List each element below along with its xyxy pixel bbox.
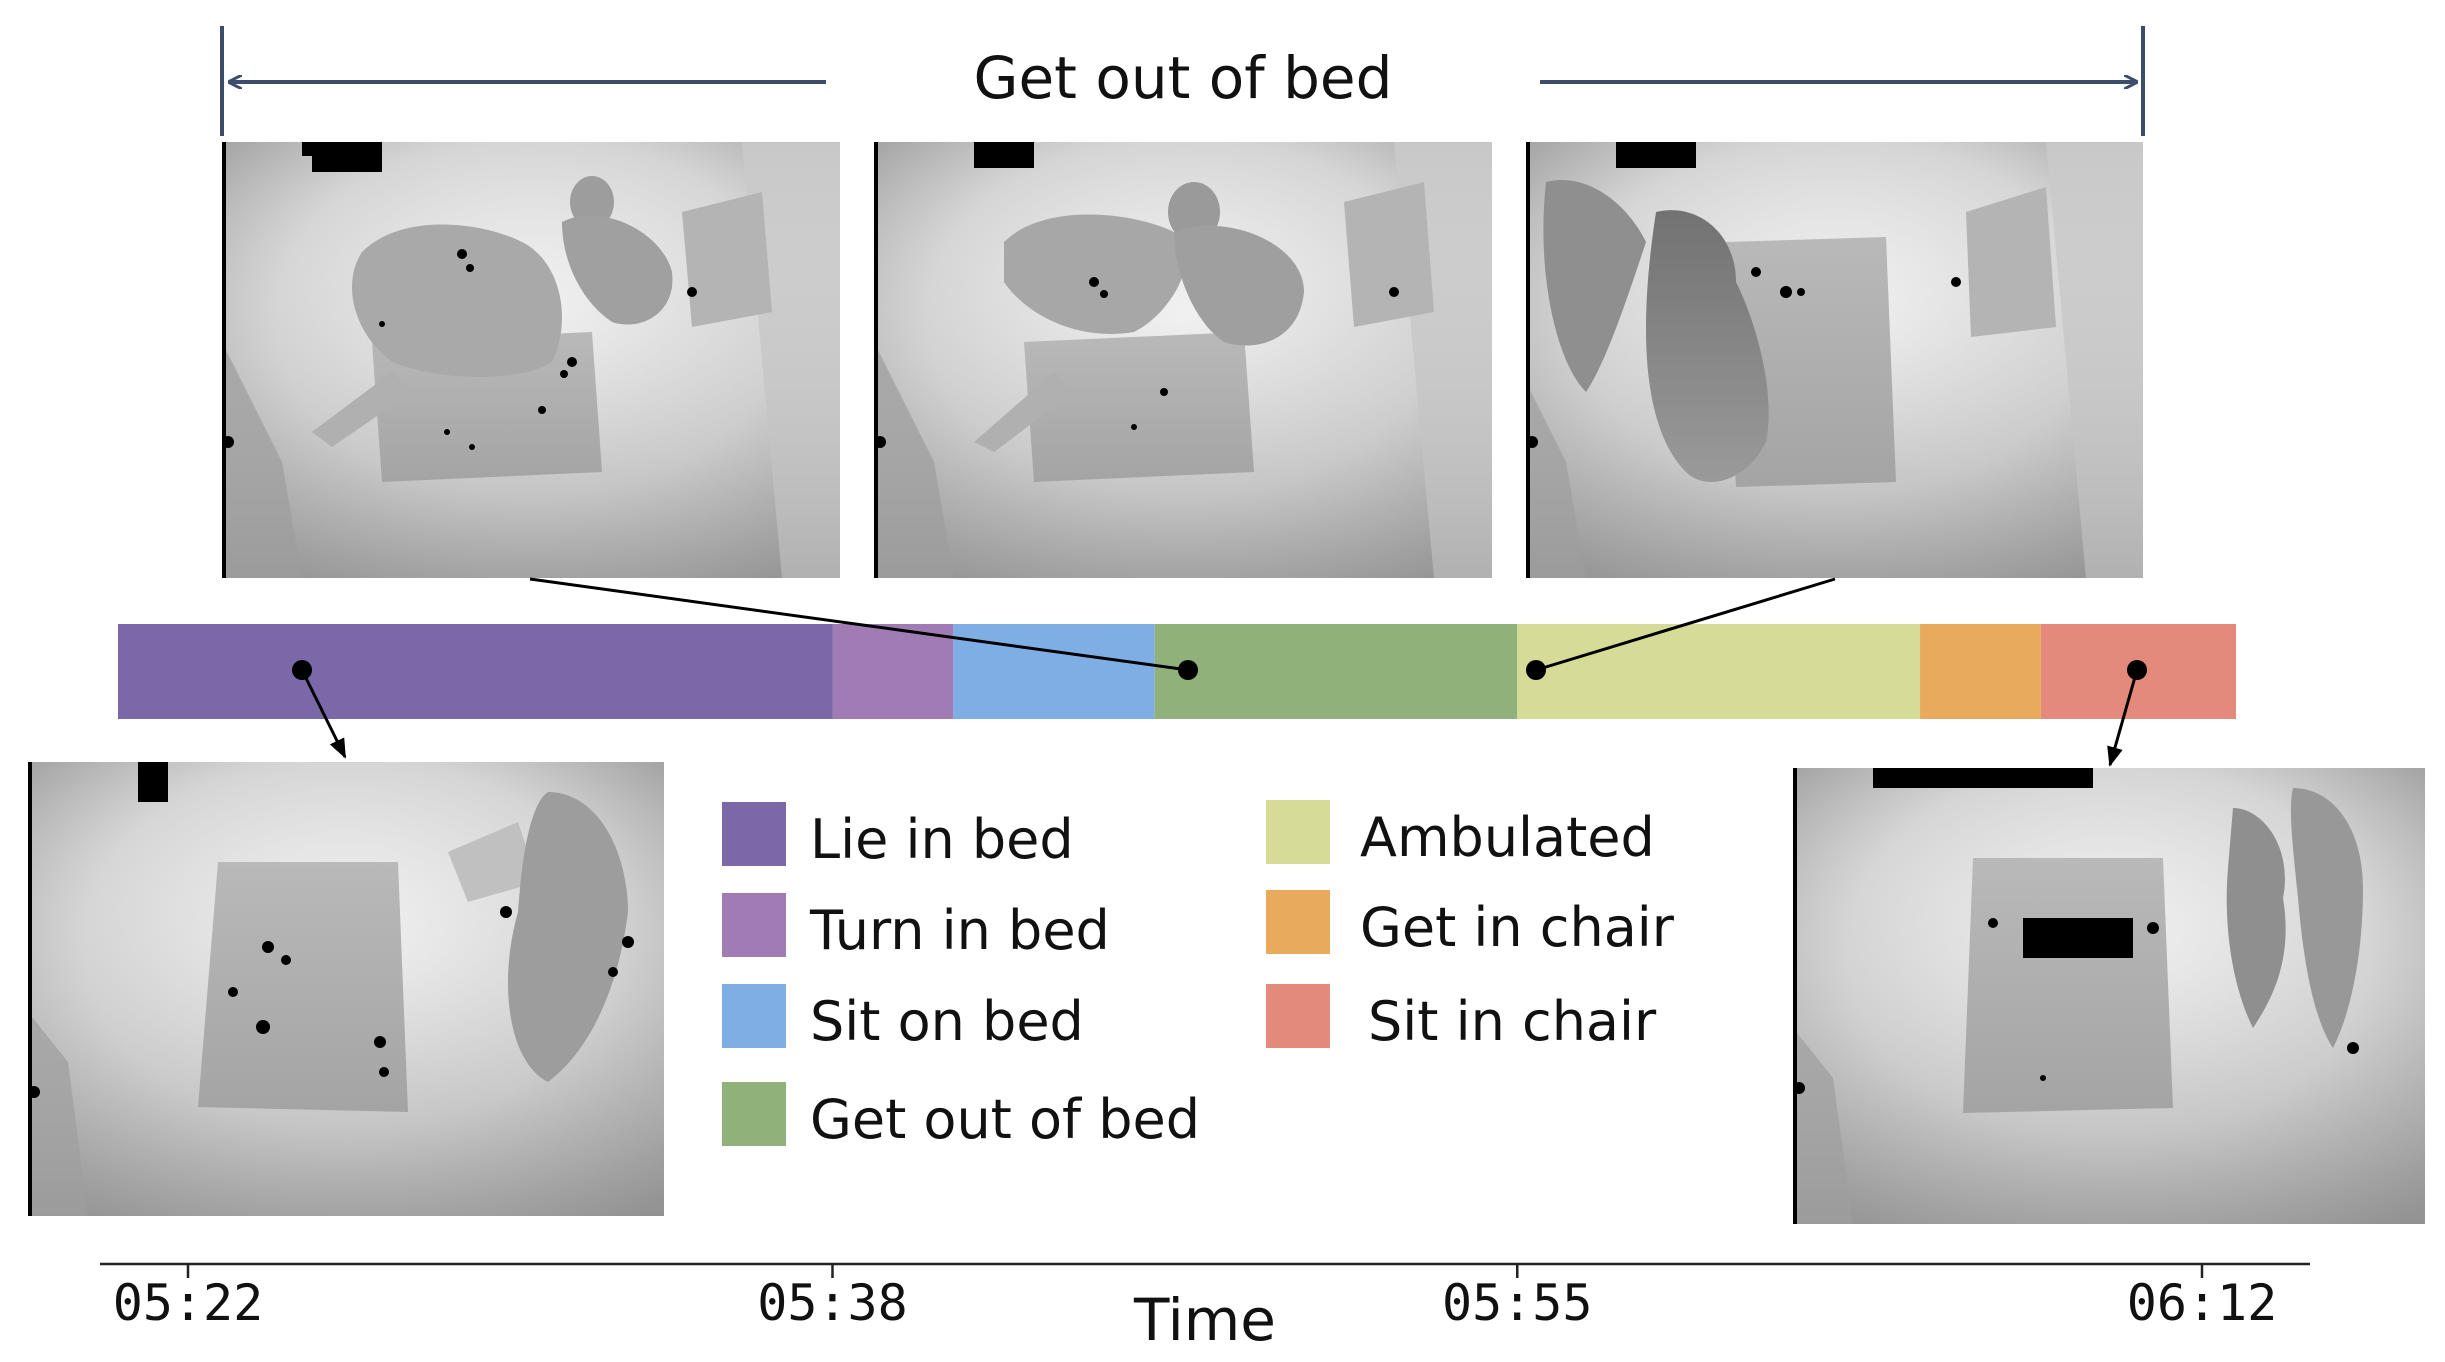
time-axis: Time 05:22 05:38 05:55 06:12 bbox=[100, 1262, 2310, 1354]
legend-swatch-lie-in-bed bbox=[722, 802, 786, 866]
bottom-left-frame bbox=[28, 762, 664, 1216]
timeline-segment-lie-in-bed bbox=[118, 624, 833, 719]
axis-label: Time bbox=[1133, 1286, 1276, 1354]
frame-connectors bbox=[292, 577, 2147, 767]
top-frame-3 bbox=[1526, 142, 2143, 578]
connector-top-frame-1 bbox=[529, 577, 1189, 672]
legend-label-sit-on-bed: Sit on bed bbox=[810, 990, 1084, 1053]
axis-tick-label-1: 05:38 bbox=[757, 1274, 908, 1332]
legend: Lie in bed Turn in bed Sit on bed Get ou… bbox=[722, 800, 1675, 1151]
legend-label-sit-in-chair: Sit in chair bbox=[1368, 990, 1657, 1053]
connector-bottom-left bbox=[300, 669, 347, 759]
timeline-segment-turn-in-bed bbox=[832, 624, 954, 719]
get-out-of-bed-span: Get out of bed bbox=[220, 26, 2145, 136]
legend-label-ambulated: Ambulated bbox=[1360, 806, 1655, 869]
legend-swatch-sit-on-bed bbox=[722, 984, 786, 1048]
connector-top-frame-3 bbox=[1535, 577, 1836, 672]
span-title: Get out of bed bbox=[974, 44, 1393, 112]
legend-label-turn-in-bed: Turn in bed bbox=[809, 899, 1110, 962]
legend-swatch-ambulated bbox=[1266, 800, 1330, 864]
legend-label-get-out-of-bed: Get out of bed bbox=[810, 1088, 1200, 1151]
legend-swatch-sit-in-chair bbox=[1266, 984, 1330, 1048]
legend-swatch-get-out-of-bed bbox=[722, 1082, 786, 1146]
legend-swatch-get-in-chair bbox=[1266, 890, 1330, 954]
timeline-segment-get-out-of-bed bbox=[1154, 624, 1518, 719]
top-frame-2 bbox=[874, 142, 1492, 578]
axis-tick-label-0: 05:22 bbox=[113, 1274, 264, 1332]
timeline-marker-sit-on-bed bbox=[1178, 660, 1198, 680]
axis-tick-label-2: 05:55 bbox=[1442, 1274, 1593, 1332]
axis-tick-label-3: 06:12 bbox=[2127, 1274, 2278, 1332]
top-frame-1 bbox=[222, 142, 840, 578]
timeline-segment-sit-on-bed bbox=[953, 624, 1155, 719]
legend-label-lie-in-bed: Lie in bed bbox=[810, 808, 1074, 871]
timeline-segment-ambulated bbox=[1517, 624, 1921, 719]
bottom-right-frame bbox=[1793, 768, 2425, 1224]
legend-label-get-in-chair: Get in chair bbox=[1360, 896, 1675, 959]
connector-bottom-right bbox=[2107, 669, 2139, 767]
timeline-marker-get-out-of-bed bbox=[1526, 660, 1546, 680]
timeline-segment-get-in-chair bbox=[1920, 624, 2041, 719]
activity-timeline-bar bbox=[118, 624, 2236, 719]
legend-swatch-turn-in-bed bbox=[722, 893, 786, 957]
